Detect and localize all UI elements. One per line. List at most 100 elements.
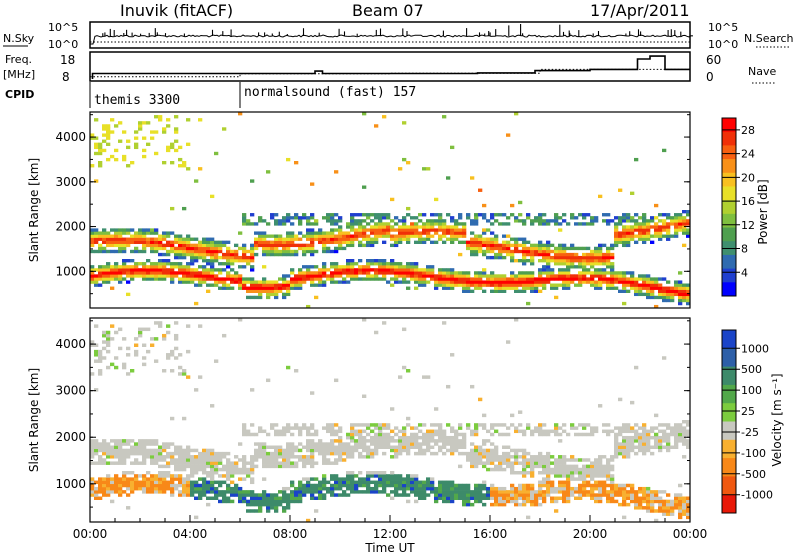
heatmap-cell: [154, 240, 159, 244]
heatmap-cell: [546, 429, 551, 434]
heatmap-cell: [650, 493, 655, 497]
heatmap-cell: [382, 225, 387, 229]
heatmap-cell: [154, 262, 159, 266]
heatmap-cell: [474, 274, 479, 278]
heatmap-cell: [206, 243, 211, 248]
heatmap-cell: [402, 432, 407, 437]
heatmap-cell: [218, 474, 223, 478]
heatmap-cell: [370, 268, 375, 272]
heatmap-cell: [186, 461, 191, 465]
heatmap-cell: [218, 480, 223, 485]
heatmap-cell: [90, 455, 95, 459]
heatmap-cell: [166, 268, 171, 272]
heatmap-cell: [594, 464, 599, 469]
heatmap-cell: [90, 237, 95, 241]
heatmap-cell: [106, 343, 111, 347]
heatmap-cell: [562, 464, 567, 469]
heatmap-cell: [642, 493, 647, 497]
heatmap-cell: [130, 477, 135, 481]
heatmap-cell: [114, 231, 119, 235]
heatmap-cell: [594, 280, 599, 284]
heatmap-cell: [558, 426, 563, 430]
heatmap-cell: [274, 213, 279, 217]
heatmap-cell: [178, 164, 183, 168]
heatmap-cell: [494, 486, 499, 491]
heatmap-cell: [242, 249, 247, 254]
heatmap-cell: [206, 464, 211, 469]
heatmap-cell: [614, 277, 619, 281]
heatmap-cell: [654, 518, 659, 523]
heatmap-cell: [134, 237, 139, 241]
heatmap-cell: [190, 249, 195, 254]
heatmap-cell: [170, 249, 175, 254]
heatmap-cell: [390, 474, 395, 478]
heatmap-cell: [518, 271, 523, 275]
heatmap-cell: [138, 327, 143, 332]
heatmap-cell: [150, 240, 155, 244]
heatmap-cell: [178, 277, 183, 281]
heatmap-cell: [562, 246, 567, 251]
heatmap-cell: [154, 271, 159, 275]
heatmap-cell: [622, 216, 627, 220]
heatmap-cell: [142, 343, 147, 347]
heatmap-cell: [386, 439, 391, 443]
heatmap-cell: [530, 219, 535, 223]
heatmap-cell: [382, 321, 387, 325]
heatmap-cell: [122, 439, 127, 443]
cpid-segment-2: normalsound (fast) 157: [244, 85, 416, 100]
heatmap-cell: [350, 240, 355, 244]
heatmap-cell: [662, 506, 667, 510]
heatmap-cell: [638, 289, 643, 293]
heatmap-cell: [546, 464, 551, 469]
heatmap-cell: [686, 515, 691, 520]
heatmap-cell: [342, 458, 347, 462]
heatmap-cell: [566, 458, 571, 462]
heatmap-cell: [570, 471, 575, 475]
heatmap-cell: [226, 467, 231, 472]
heatmap-cell: [178, 271, 183, 275]
heatmap-cell: [562, 262, 567, 266]
heatmap-cell: [514, 216, 519, 220]
heatmap-cell: [270, 506, 275, 510]
heatmap-cell: [358, 259, 363, 263]
heatmap-cell: [286, 493, 291, 497]
heatmap-cell: [286, 240, 291, 244]
heatmap-cell: [630, 234, 635, 238]
heatmap-cell: [298, 231, 303, 235]
heatmap-cell: [274, 243, 279, 248]
heatmap-cell: [310, 274, 315, 278]
heatmap-cell: [406, 439, 411, 443]
heatmap-cell: [490, 213, 495, 217]
heatmap-cell: [258, 286, 263, 290]
heatmap-cell: [414, 493, 419, 497]
heatmap-cell: [358, 271, 363, 275]
heatmap-cell: [266, 496, 271, 500]
heatmap-cell: [358, 455, 363, 459]
heatmap-cell: [614, 225, 619, 229]
heatmap-cell: [310, 493, 315, 497]
heatmap-cell: [218, 467, 223, 472]
heatmap-cell: [210, 448, 215, 453]
heatmap-cell: [158, 274, 163, 278]
heatmap-cell: [530, 283, 535, 287]
heatmap-cell: [534, 499, 539, 504]
heatmap-cell: [222, 333, 227, 338]
heatmap-cell: [202, 277, 207, 281]
heatmap-cell: [598, 280, 603, 284]
heatmap-cell: [138, 121, 143, 125]
power-colorbar-swatch: [722, 254, 736, 270]
heatmap-cell: [642, 499, 647, 504]
heatmap-cell: [162, 458, 167, 462]
heatmap-cell: [242, 216, 247, 220]
heatmap-cell: [182, 274, 187, 278]
heatmap-cell: [190, 259, 195, 263]
heatmap-cell: [98, 356, 103, 360]
heatmap-cell: [402, 442, 407, 446]
heatmap-cell: [286, 464, 291, 469]
heatmap-cell: [670, 502, 675, 507]
heatmap-cell: [154, 474, 159, 478]
heatmap-cell: [230, 490, 235, 494]
heatmap-cell: [330, 429, 335, 434]
heatmap-cell: [654, 304, 659, 309]
heatmap-cell: [610, 480, 615, 485]
